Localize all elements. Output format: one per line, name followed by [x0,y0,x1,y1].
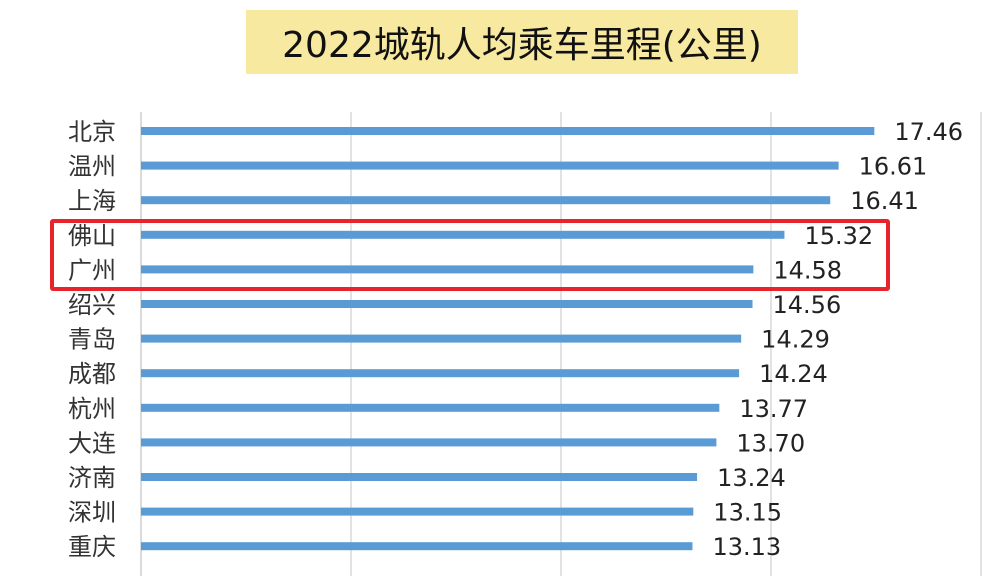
bar [141,542,693,551]
bar [141,334,742,343]
highlight-box [50,219,890,291]
data-label: 14.56 [773,291,842,319]
bar [141,161,839,170]
category-label: 广州 [68,256,116,284]
category-label: 大连 [68,429,116,457]
data-label: 14.58 [773,256,842,284]
bar [141,127,875,135]
category-label: 温州 [68,153,116,181]
bar [141,196,831,205]
bar [141,403,720,412]
category-label: 济南 [68,464,116,492]
bar [141,265,754,274]
category-label: 绍兴 [68,291,116,319]
category-label: 杭州 [68,395,116,423]
data-label: 16.41 [850,187,919,215]
data-label: 13.24 [717,464,786,492]
data-label: 16.61 [859,153,928,181]
chart-title: 2022城轨人均乘车里程(公里) [246,10,798,74]
category-label: 北京 [68,118,116,146]
data-label: 13.70 [736,429,805,457]
bar [141,369,740,378]
bar [141,300,753,308]
data-label: 13.77 [739,395,808,423]
bar [141,507,694,516]
data-label: 13.13 [712,533,781,561]
data-label: 17.46 [894,118,963,146]
data-label: 14.29 [761,326,830,354]
category-label: 重庆 [68,533,116,561]
data-label: 14.24 [759,360,828,388]
category-label: 上海 [68,187,116,215]
category-label: 佛山 [68,222,116,250]
category-label: 深圳 [68,499,116,527]
bar [141,473,698,481]
data-label: 15.32 [804,222,873,250]
bar [141,438,717,447]
data-label: 13.15 [713,499,782,527]
bar [141,230,785,239]
category-label: 成都 [68,360,116,388]
category-label: 青岛 [68,326,116,354]
